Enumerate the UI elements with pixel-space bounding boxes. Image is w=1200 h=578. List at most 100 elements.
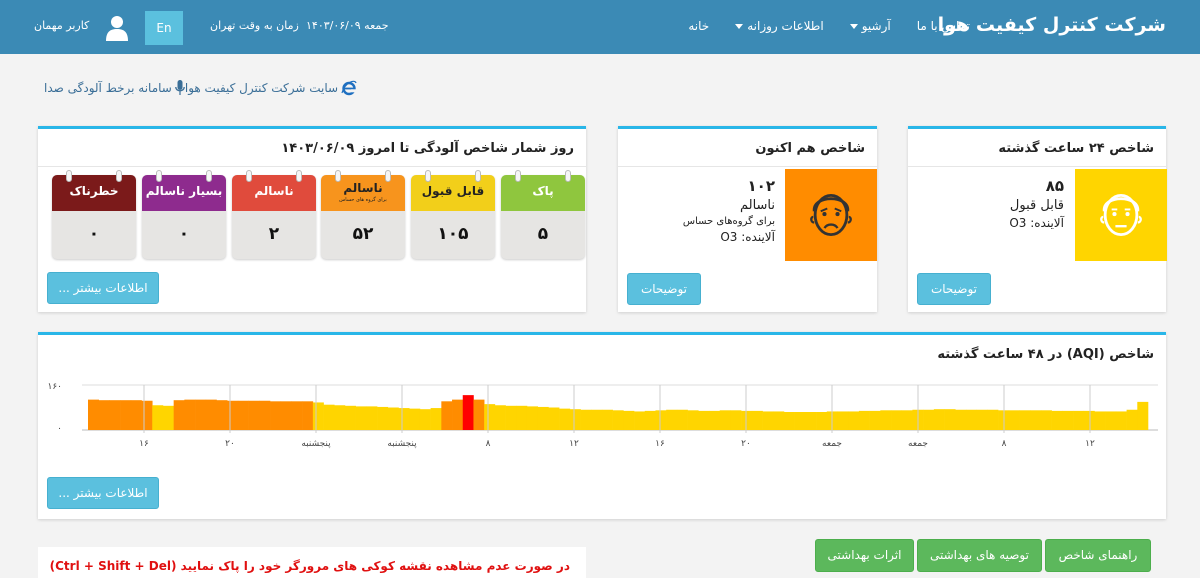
chart-bar [120, 400, 132, 430]
chart-bar [634, 411, 646, 430]
chart-bar [580, 409, 592, 430]
card-header: قابل قبول [411, 170, 495, 211]
brand-title[interactable]: شرکت کنترل کیفیت هوا [937, 14, 1166, 36]
x-tick-label: ۲۰ [225, 439, 235, 449]
user-label[interactable]: کاربر مهمان [34, 19, 90, 32]
nav-item-archive[interactable]: آرشیو [849, 19, 891, 33]
chevron-down-icon [849, 23, 858, 29]
health-effects-button[interactable]: اثرات بهداشتی [815, 539, 914, 572]
y-tick-label: ۰ [57, 424, 62, 434]
chart-bar [1126, 409, 1138, 430]
panel-title: شاخص ۲۴ ساعت گذشته [998, 141, 1154, 156]
aqi-status: قابل قبول [1009, 198, 1064, 213]
aqi-value: ۸۵ [1045, 177, 1064, 195]
y-tick-label: ۱۶۰ [47, 382, 62, 392]
counter-card-unhealthy-sensitive: ناسالم برای گروه های حساس ۵۲ [321, 170, 405, 259]
chart-bar [130, 400, 142, 430]
chart-bar [548, 407, 560, 430]
card-value: ۰ [178, 224, 190, 244]
microphone-icon [175, 80, 185, 95]
health-recommendations-button[interactable]: توصیه های بهداشتی [917, 539, 1042, 572]
counter-card-clean: پاک ۵ [501, 170, 585, 259]
chart-bar [398, 408, 410, 430]
chart-bar [302, 401, 314, 430]
chart-bar [612, 410, 624, 430]
nav-date: جمعه ۱۴۰۳/۰۶/۰۹ [306, 19, 389, 32]
x-tick-label: ۱۶ [139, 439, 149, 449]
chart-bar [109, 400, 121, 430]
chart-bar [1073, 410, 1085, 431]
pollution-day-counter-panel: روز شمار شاخص آلودگی تا امروز ۱۴۰۳/۰۶/۰۹… [38, 126, 586, 312]
cookie-notice-text: در صورت عدم مشاهده نقشه کوکی های مرورگر … [49, 559, 570, 573]
chart-bar [537, 406, 549, 430]
divider [908, 166, 1166, 167]
links-row: سایت شرکت کنترل کیفیت هوا سامانه برخط آل… [28, 80, 357, 96]
chart-bar [484, 404, 496, 431]
divider [38, 166, 586, 167]
x-tick-label: جمعه [822, 439, 842, 449]
chart-bar [516, 405, 528, 430]
chart-bar [698, 410, 710, 431]
company-site-link[interactable]: سایت شرکت کنترل کیفیت هوا [185, 80, 357, 96]
chart-bar [1008, 410, 1020, 430]
chart-bar [591, 409, 603, 430]
more-info-button[interactable]: اطلاعات بیشتر ... [47, 272, 159, 304]
current-aqi-panel: شاخص هم اکنون ۱۰۲ ناسالم برای گروه‌های ح… [618, 126, 877, 312]
aqi-info: ۱۰۲ ناسالم برای گروه‌های حساس آلاینده: O… [683, 177, 775, 244]
chart-bar [526, 406, 538, 431]
divider [618, 166, 877, 167]
aqi-status: ناسالم [739, 198, 775, 213]
chart-bar [644, 410, 656, 431]
panel-title: روز شمار شاخص آلودگی تا امروز ۱۴۰۳/۰۶/۰۹ [281, 141, 574, 156]
chart-bar [334, 405, 346, 430]
chart-bar [730, 410, 742, 430]
chart-bar [494, 405, 506, 430]
chart-bar [387, 407, 399, 430]
chart-bar [291, 401, 303, 430]
chart-bar [719, 410, 731, 430]
description-button[interactable]: توضیحات [627, 273, 701, 305]
more-info-button[interactable]: اطلاعات بیشتر ... [47, 477, 159, 509]
noise-system-link[interactable]: سامانه برخط آلودگی صدا [44, 80, 185, 96]
chart-bar [901, 410, 913, 430]
chart-bar [569, 409, 581, 430]
counter-card-very-unhealthy: بسیار ناسالم ۰ [142, 170, 226, 259]
user-icon[interactable] [105, 14, 129, 42]
chart-bar [601, 409, 613, 430]
neutral-face-icon [1100, 194, 1142, 236]
chart-bar [955, 409, 967, 430]
chart-bar [205, 399, 217, 431]
index-guide-button[interactable]: راهنمای شاخص [1045, 539, 1151, 572]
chart-bar [676, 409, 688, 430]
chart-bar [452, 399, 464, 431]
chart-bar [419, 409, 431, 430]
chart-bar [505, 405, 517, 430]
language-button[interactable]: En [145, 11, 183, 45]
cookie-notice: در صورت عدم مشاهده نقشه کوکی های مرورگر … [38, 547, 586, 578]
chart-bar [933, 409, 945, 430]
chart-bar [559, 408, 571, 431]
chart-bar [816, 412, 828, 430]
chart-bar [687, 410, 699, 430]
chart-bar [141, 400, 153, 430]
x-tick-label: ۸ [1002, 439, 1007, 449]
chart-bar [162, 405, 174, 430]
chart-bar [805, 412, 817, 430]
x-tick-label: ۱۲ [569, 439, 579, 449]
x-tick-label: ۲۰ [741, 439, 751, 449]
chart-bar [709, 410, 721, 431]
chart-bar [666, 409, 678, 430]
description-button[interactable]: توضیحات [917, 273, 991, 305]
nav-item-daily-info[interactable]: اطلاعات روزانه [735, 19, 824, 33]
chart-bar [858, 410, 870, 431]
nav-item-contact[interactable]: تماس با ما [916, 19, 970, 33]
aqi-face-box [1075, 169, 1167, 261]
nav-item-home[interactable]: خانه [688, 19, 710, 33]
nav-timezone: زمان به وقت تهران [210, 19, 299, 32]
chart-bar [741, 410, 753, 431]
past-24h-panel: شاخص ۲۴ ساعت گذشته ۸۵ قابل قبول آلاینده:… [908, 126, 1167, 312]
panel-title: شاخص (AQI) در ۴۸ ساعت گذشته [937, 347, 1154, 362]
x-tick-label: پنجشنبه [301, 439, 331, 449]
sad-face-icon [810, 194, 852, 236]
chart-bar [430, 408, 442, 430]
